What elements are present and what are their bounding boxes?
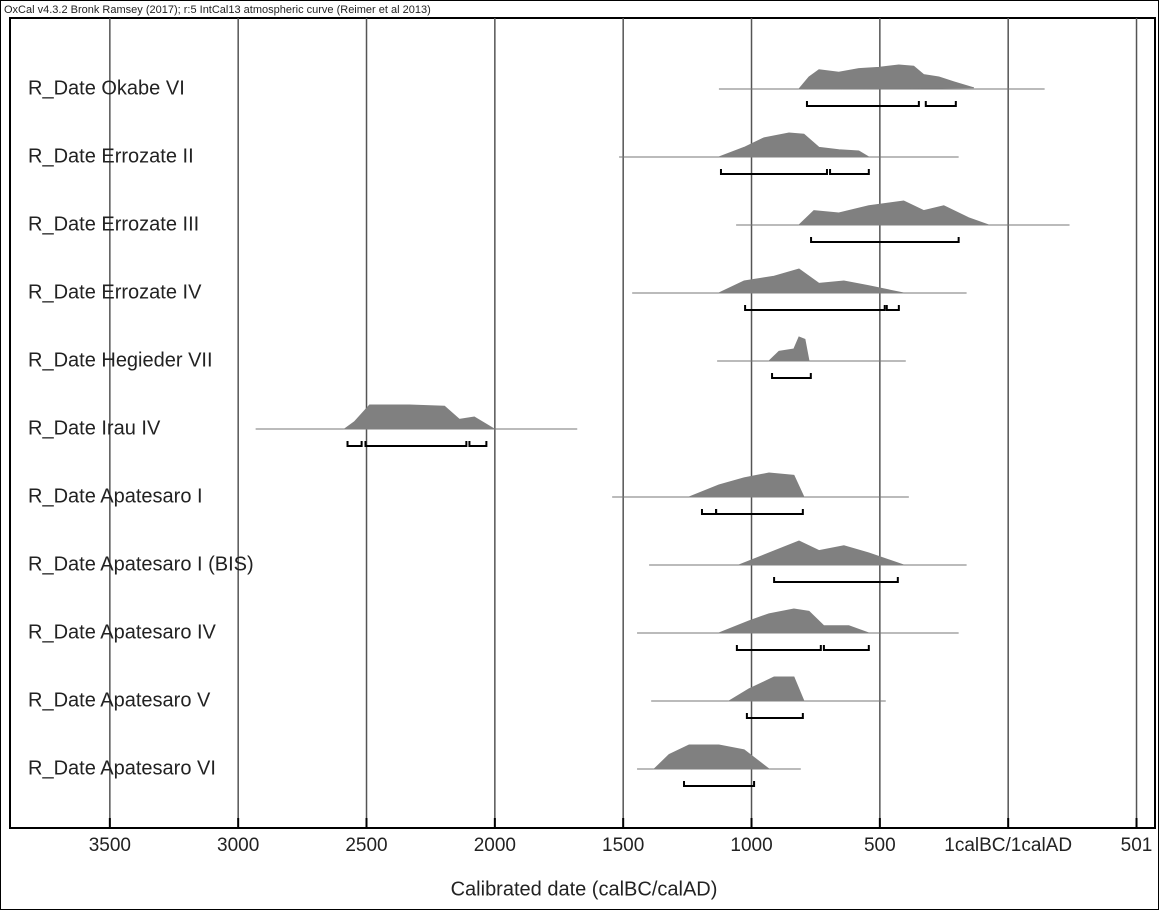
- range-bracket: [773, 577, 899, 583]
- range-bracket: [364, 441, 468, 447]
- x-tick-label: 3500: [89, 835, 131, 856]
- range-bracket: [715, 509, 804, 515]
- row-label: R_Date Apatesaro IV: [28, 621, 217, 643]
- posterior: [797, 64, 974, 90]
- row-label: R_Date Errozate IV: [28, 281, 202, 303]
- row-label: R_Date Apatesaro I (BIS): [28, 553, 254, 575]
- range-bracket: [805, 101, 920, 107]
- posterior: [767, 336, 810, 362]
- range-bracket: [735, 645, 822, 651]
- x-tick-label: 1500: [602, 835, 644, 856]
- posterior: [718, 608, 869, 634]
- x-axis-label: Calibrated date (calBC/calAD): [451, 878, 718, 900]
- row-label: R_Date Apatesaro V: [28, 689, 211, 711]
- x-tick-label: 1000: [730, 835, 772, 856]
- posterior: [738, 540, 904, 566]
- x-tick-label: 2500: [345, 835, 387, 856]
- x-tick-label: 500: [864, 835, 896, 856]
- row-label: R_Date Errozate II: [28, 145, 194, 167]
- posterior: [652, 744, 771, 770]
- row-label: R_Date Errozate III: [28, 213, 199, 235]
- range-bracket: [346, 441, 363, 447]
- x-tick-label: 2000: [474, 835, 516, 856]
- row-label: R_Date Okabe VI: [28, 77, 185, 99]
- posterior: [718, 268, 904, 294]
- range-bracket: [745, 713, 804, 719]
- posterior: [688, 472, 805, 498]
- row-label: R_Date Irau IV: [28, 417, 161, 439]
- x-tick-label: 3000: [217, 835, 259, 856]
- range-bracket: [719, 169, 828, 175]
- range-bracket: [700, 509, 718, 515]
- range-bracket: [822, 645, 870, 651]
- range-bracket: [829, 169, 870, 175]
- row-label: R_Date Apatesaro VI: [28, 757, 216, 779]
- posterior: [797, 200, 989, 226]
- row-label: R_Date Hegieder VII: [28, 349, 213, 371]
- x-tick-label: 501: [1121, 835, 1153, 856]
- posterior: [342, 404, 497, 430]
- range-bracket: [468, 441, 488, 447]
- range-bracket: [683, 781, 756, 787]
- plot-box: [9, 17, 1156, 829]
- range-bracket: [810, 237, 960, 243]
- range-bracket: [885, 305, 900, 311]
- header: OxCal v4.3.2 Bronk Ramsey (2017); r:5 In…: [4, 4, 431, 16]
- row-label: R_Date Apatesaro I: [28, 485, 203, 507]
- range-bracket: [924, 101, 957, 107]
- x-tick-label: 1calBC/1calAD: [944, 835, 1072, 856]
- range-bracket: [771, 373, 812, 379]
- range-bracket: [744, 305, 886, 311]
- posterior: [718, 132, 871, 158]
- posterior: [727, 676, 805, 702]
